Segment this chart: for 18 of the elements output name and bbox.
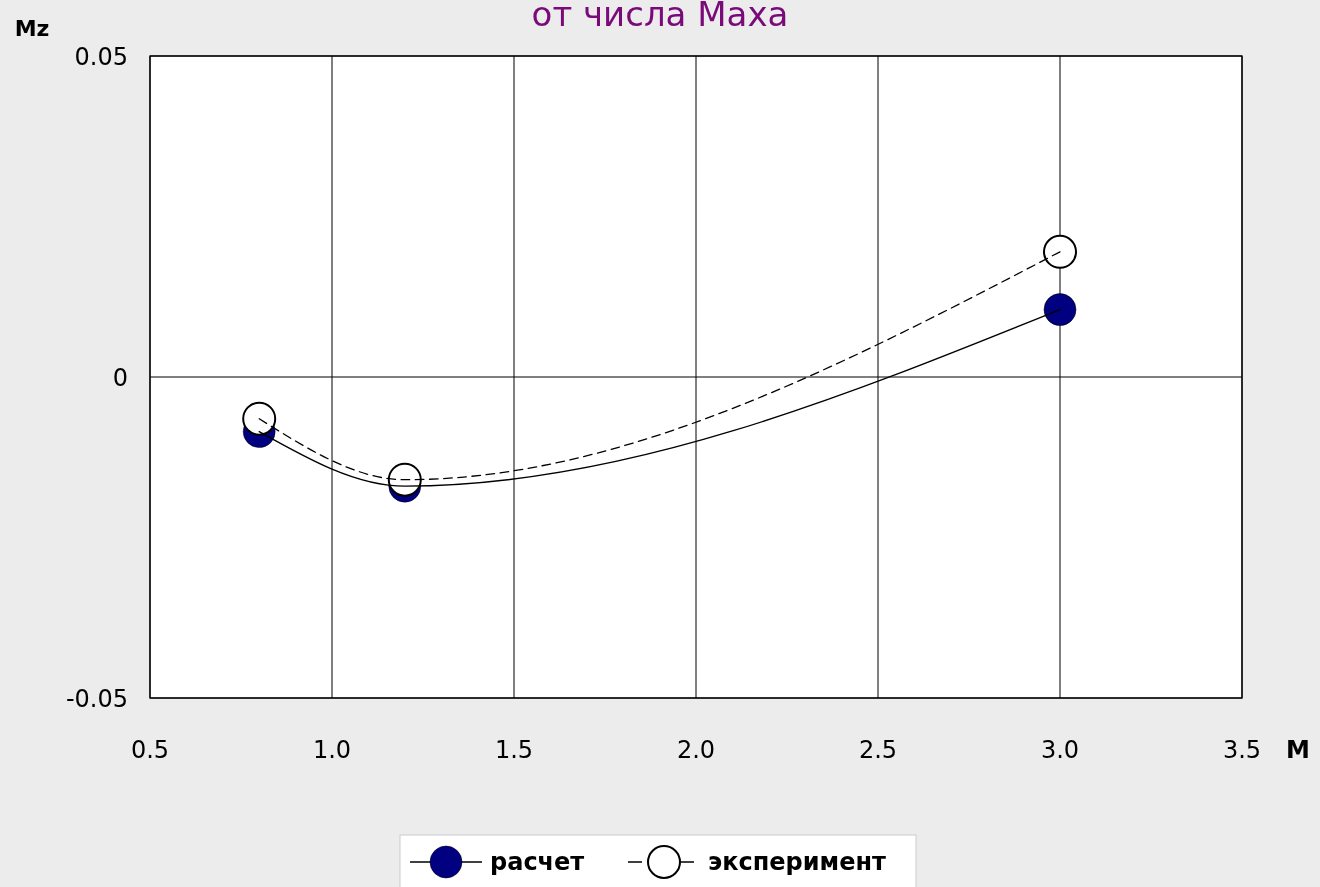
legend-label: расчет [490,848,585,876]
x-tick-label: 2.5 [858,736,898,764]
point [1043,293,1077,326]
point [242,401,277,436]
x-tick-label: 0.5 [130,736,170,764]
y-tick-label: -0.05 [65,685,128,713]
point [387,462,422,497]
y-tick-label: 0 [112,364,128,392]
x-tick-label: 1.0 [312,736,352,764]
y-axis-title: Mz [14,16,50,41]
x-tick-label: 3.5 [1222,736,1262,764]
x-axis-title: M [1286,736,1310,764]
x-tick-label: 3.0 [1040,736,1080,764]
legend-label: эксперимент [708,848,887,876]
x-tick-label: 1.5 [494,736,534,764]
x-tick-label: 2.0 [676,736,716,764]
y-tick-label: 0.05 [74,43,128,71]
chart-title: от числа Маха [531,0,789,34]
